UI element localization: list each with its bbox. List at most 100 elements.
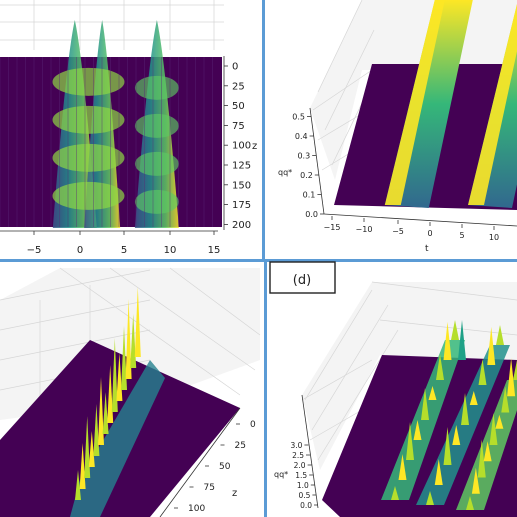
panel-d-spike: [426, 491, 434, 505]
panel-d-spike: [507, 358, 516, 397]
panel-d-spike: [398, 454, 407, 480]
panel-a-z-tick-label: 25: [232, 81, 245, 92]
vertical-divider-bottom: [264, 261, 267, 517]
panel-a-breather-bump: [134, 189, 179, 214]
panel-d-spike: [478, 359, 487, 385]
panel-a-breather-bump: [134, 151, 179, 176]
panel-d-spike: [477, 439, 486, 478]
panel-c-z-tick-label: 25: [235, 441, 246, 451]
panel-tag-box: [269, 261, 336, 294]
panel-tag-label: (d): [293, 273, 311, 288]
panel-a-breather-bump: [52, 67, 125, 96]
panel-b-x-label: t: [425, 244, 429, 254]
panel-d-grid: [301, 281, 517, 461]
panel-d-y-tick-label: 0.0: [300, 501, 312, 510]
panel-d-spike: [428, 386, 437, 400]
panel-a-x-ticks: −5 0 5 10 15: [27, 231, 221, 256]
panel-c-z-tick-label: 75: [204, 483, 215, 493]
panel-a-z-label: z: [252, 141, 257, 152]
panel-c-spike: [125, 299, 132, 379]
panel-d-spike: [443, 322, 452, 360]
panel-a-x-tick-label: 10: [164, 245, 177, 256]
panel-b-y-tick-label: 0.2: [300, 171, 313, 180]
panel-d-y-label: qq*: [274, 470, 288, 479]
panel-c-z-tick-label: 50: [219, 462, 231, 472]
panel-d-spike: [489, 413, 498, 445]
panel-d-y-tick-label: 2.0: [294, 461, 306, 470]
panel-b-ridge-highlight: [384, 0, 445, 205]
panel-c-spike: [79, 443, 86, 489]
panel-a-x-tick-label: −5: [27, 245, 42, 256]
panel-d-spike: [391, 486, 399, 500]
panel-b-y-tick-label: 0.5: [292, 113, 305, 122]
panel-b-x-tick-label: 10: [489, 233, 499, 242]
panel-c-spike: [116, 353, 123, 401]
panel-a-z-ticks: 0 25 50 75 100 125 150 175 200: [224, 62, 251, 231]
panel-c-spike: [121, 326, 127, 390]
panel-d-spike: [496, 325, 504, 345]
panel-c-z-tick-label: 100: [188, 504, 205, 514]
panel-a-x-tick-label: 15: [208, 245, 221, 256]
panel-c-z-tick-label: 0: [250, 420, 256, 430]
panel-d-spike: [461, 393, 469, 425]
panel-d-surface: [381, 320, 517, 510]
panel-a-z-tick-label: 0: [232, 62, 238, 73]
panel-a-z-tick-label: 125: [232, 161, 251, 172]
panel-c-z-label: z: [232, 488, 237, 499]
panel-b-surface: [384, 0, 517, 208]
panel-b-y-ticks: 0.0 0.1 0.2 0.3 0.4 0.5: [292, 113, 324, 219]
panel-a-z-tick-label: 175: [232, 200, 251, 211]
panel-c-spike: [88, 431, 95, 467]
panel-d-spike: [443, 427, 452, 465]
panel-d-y-tick-label: 0.5: [298, 491, 310, 500]
panel-c-spike: [134, 287, 141, 357]
panel-c-spike: [107, 365, 114, 423]
panel-d-spike: [469, 391, 478, 405]
panel-a-breather-bump: [52, 143, 125, 172]
panel-d-spike: [436, 354, 444, 380]
panel-a-breather-bump: [134, 75, 179, 100]
panel-a-breather-bump: [134, 113, 179, 138]
panel-c-spike: [98, 377, 104, 445]
panel-d-y-tick-label: 2.5: [292, 451, 304, 460]
panel-d-y-tick-label: 1.0: [297, 481, 309, 490]
panel-b-x-tick-label: −10: [356, 225, 373, 234]
panel-a-breather-bump: [52, 105, 125, 134]
horizontal-divider: [0, 259, 517, 262]
panel-a-z-tick-label: 100: [232, 141, 251, 152]
panel-c-ridge-body: [70, 360, 165, 517]
panel-d-y-tick-label: 3.0: [290, 441, 302, 450]
panel-d-spike: [487, 327, 496, 365]
panel-b-y-tick-label: 0.3: [297, 152, 310, 161]
panel-a: −5 0 5 10 15 0 25 50 75 100 125 150 175 200 z: [0, 0, 257, 256]
panel-d-spike: [434, 459, 443, 485]
panel-a-z-tick-label: 150: [232, 180, 251, 191]
panel-d: 0.00.51.01.52.02.53.0 qq*: [274, 281, 517, 517]
panel-a-grid: [0, 0, 224, 50]
panel-a-x-tick-label: 5: [121, 245, 127, 256]
panel-b-y-tick-label: 0.1: [303, 191, 316, 200]
panel-b-y-tick-label: 0.0: [305, 210, 318, 219]
panel-b-x-ticks: −15 −10 −5 0 5 10: [324, 216, 499, 242]
panel-d-spike: [413, 420, 422, 440]
panel-c-surface: [70, 287, 165, 517]
panel-a-x-tick-label: 0: [77, 245, 83, 256]
panel-c-spike: [75, 470, 81, 500]
panel-d-spike: [466, 496, 474, 510]
panel-d-spike: [451, 320, 459, 340]
panel-b-ridge-highlight: [468, 4, 517, 205]
panel-b-x-tick-label: −15: [324, 223, 341, 232]
panel-d-spike: [495, 414, 504, 429]
panel-d-spike: [421, 388, 429, 420]
panel-b-y-label: qq*: [278, 168, 292, 177]
vertical-divider-top: [262, 0, 265, 261]
panel-b-y-tick-label: 0.4: [295, 132, 308, 141]
panel-d-y-ticks: 0.00.51.01.52.02.53.0: [290, 441, 318, 510]
panel-c-spike: [130, 314, 137, 368]
panel-a-z-tick-label: 50: [232, 101, 245, 112]
panel-b-x-tick-label: 0: [427, 229, 432, 238]
panel-b-grid: [312, 0, 379, 171]
